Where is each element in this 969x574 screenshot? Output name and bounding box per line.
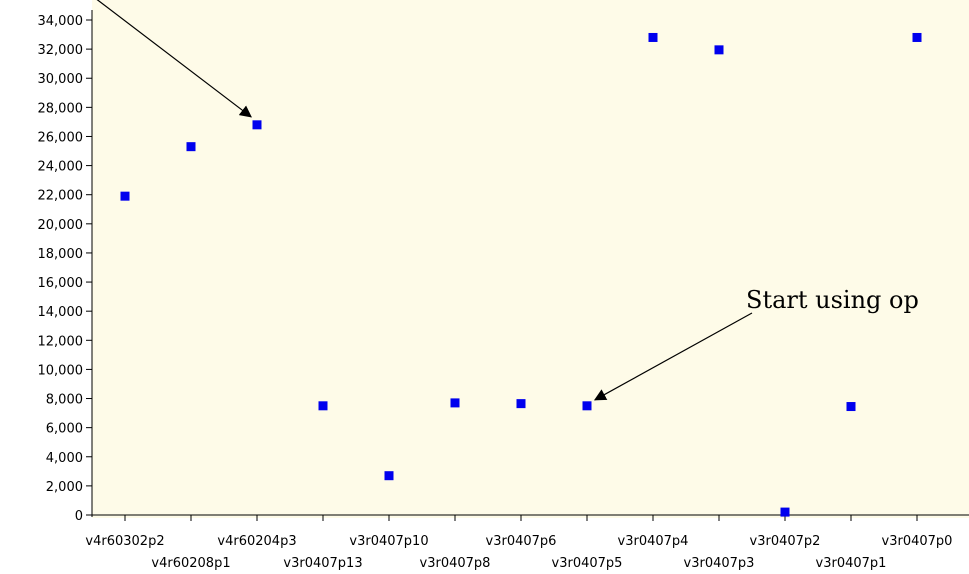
x-tick-label: v3r0407p13 — [283, 556, 362, 571]
data-point — [714, 45, 724, 55]
annotation-arrow — [96, 0, 252, 118]
data-point — [450, 398, 460, 408]
y-tick-label: 14,000 — [38, 305, 84, 320]
data-point — [780, 507, 790, 517]
data-point — [912, 32, 922, 42]
data-point — [648, 32, 658, 42]
y-tick-label: 32,000 — [38, 43, 84, 58]
x-tick-label: v3r0407p2 — [750, 534, 821, 549]
y-tick-label: 4,000 — [46, 451, 83, 466]
annotation-label: Start using op — [746, 286, 919, 314]
annotation-arrow — [593, 312, 753, 401]
x-tick-label: v4r60204p3 — [217, 534, 296, 549]
data-point — [582, 401, 592, 411]
data-point — [384, 471, 394, 481]
y-tick-label: 34,000 — [38, 14, 84, 29]
x-tick-label: v4r60302p2 — [85, 534, 164, 549]
y-tick-label: 8,000 — [46, 393, 83, 408]
y-tick-label: 12,000 — [38, 334, 84, 349]
x-tick-label: v4r60208p1 — [151, 556, 230, 571]
y-tick-label: 10,000 — [38, 363, 84, 378]
x-tick-label: v3r0407p1 — [816, 556, 887, 571]
data-point — [186, 142, 196, 152]
y-tick-label: 2,000 — [46, 480, 83, 495]
data-point — [318, 401, 328, 411]
y-tick-label: 22,000 — [38, 189, 84, 204]
y-tick-label: 30,000 — [38, 72, 84, 87]
x-tick-label: v3r0407p0 — [882, 534, 953, 549]
x-tick-label: v3r0407p6 — [486, 534, 557, 549]
y-tick-label: 24,000 — [38, 160, 84, 175]
x-tick-label: v3r0407p8 — [420, 556, 491, 571]
y-tick-label: 18,000 — [38, 247, 84, 262]
data-point — [120, 191, 130, 201]
data-point — [846, 402, 856, 412]
data-point — [516, 399, 526, 409]
y-axis: 0 2,000 4,000 6,000 8,000 10,000 12,000 14,000 1… — [38, 10, 93, 524]
annotations: Start using op — [96, 0, 919, 401]
y-tick-label: 28,000 — [38, 101, 84, 116]
x-tick-label: v3r0407p3 — [684, 556, 755, 571]
data-points — [120, 32, 922, 517]
y-tick-label: 26,000 — [38, 130, 84, 145]
data-point — [252, 120, 262, 130]
x-tick-label: v3r0407p5 — [552, 556, 623, 571]
y-tick-label: 0 — [75, 509, 83, 524]
y-tick-label: 16,000 — [38, 276, 84, 291]
x-tick-label: v3r0407p10 — [349, 534, 428, 549]
y-tick-label: 6,000 — [46, 422, 83, 437]
plot-background — [92, 0, 969, 518]
y-tick-label: 20,000 — [38, 218, 84, 233]
x-tick-label: v3r0407p4 — [618, 534, 689, 549]
x-axis: v4r60302p2 v4r60208p1 v4r60204p3 v3r0407p13… — [85, 514, 969, 571]
